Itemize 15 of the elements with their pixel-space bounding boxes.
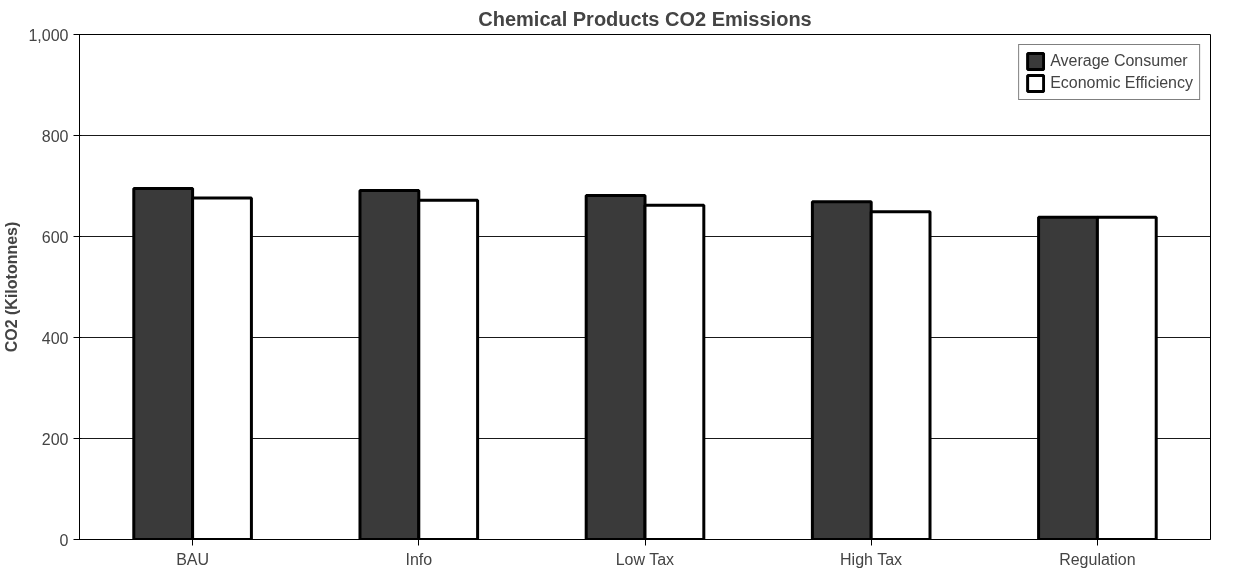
y-tick-label: 0 (59, 531, 69, 549)
y-tick-label: 600 (41, 228, 69, 246)
y-tick-label: 1,000 (28, 26, 69, 44)
x-tick-label: Regulation (1059, 550, 1136, 568)
y-tick-label: 400 (41, 329, 69, 347)
x-tick-label: Info (405, 550, 433, 568)
y-tick-label: 800 (41, 127, 69, 145)
x-tick-label: High Tax (840, 550, 903, 568)
legend-label: Average Consumer (1050, 52, 1188, 70)
x-tick-label: BAU (176, 550, 210, 568)
y-axis-title: CO2 (Kilotonnes) (3, 221, 21, 353)
chart-title: Chemical Products CO2 Emissions (478, 7, 812, 30)
y-tick-label: 200 (41, 430, 69, 448)
x-tick-label: Low Tax (615, 550, 675, 568)
legend-label: Economic Efficiency (1050, 74, 1193, 92)
